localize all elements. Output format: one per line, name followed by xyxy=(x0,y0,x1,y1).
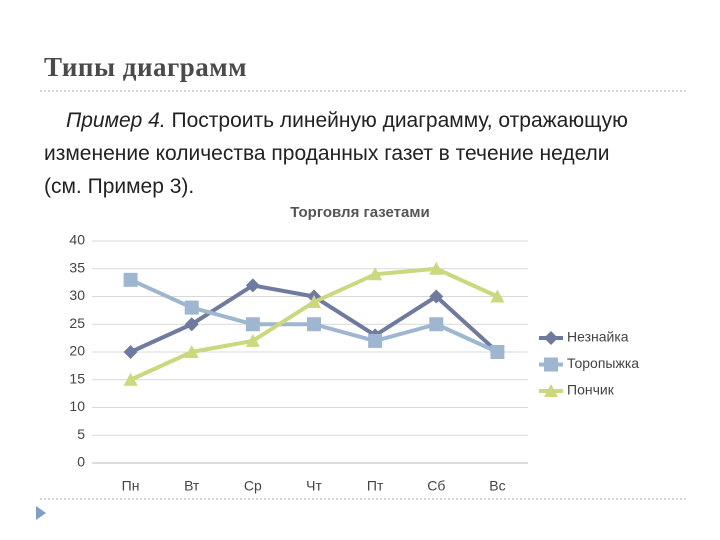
data-point xyxy=(123,372,138,386)
data-point xyxy=(245,317,260,332)
legend-marker xyxy=(544,331,558,345)
legend-label: Торопыжка xyxy=(567,355,639,371)
x-tick-label: Сб xyxy=(427,478,445,494)
y-tick-label: 10 xyxy=(69,398,85,414)
data-point xyxy=(123,272,138,287)
data-point xyxy=(368,267,383,281)
data-point xyxy=(429,261,444,275)
y-tick-label: 25 xyxy=(69,315,85,331)
chart-title: Торговля газетами xyxy=(290,204,429,221)
x-tick-label: Пт xyxy=(367,478,384,494)
data-point xyxy=(307,295,321,309)
data-point xyxy=(245,278,260,293)
data-point xyxy=(123,345,138,359)
example-label: Пример 4. xyxy=(66,109,166,132)
y-tick-label: 15 xyxy=(69,370,85,386)
data-point xyxy=(368,333,383,348)
y-tick-label: 30 xyxy=(69,287,85,303)
x-tick-label: Вс xyxy=(489,478,505,494)
x-tick-label: Ср xyxy=(244,478,262,494)
legend-marker xyxy=(544,357,558,372)
data-point xyxy=(429,317,444,332)
y-tick-label: 5 xyxy=(77,426,85,442)
y-tick-label: 0 xyxy=(77,454,85,470)
legend-marker xyxy=(544,384,558,397)
data-point xyxy=(307,317,321,332)
task-text: Построить линейную диаграмму, отражающую… xyxy=(44,109,628,198)
slide-text: Пример 4. Построить линейную диаграмму, … xyxy=(44,104,644,203)
x-tick-label: Пн xyxy=(122,478,140,494)
legend-label: Пончик xyxy=(567,382,615,398)
bullet-icon xyxy=(36,506,46,520)
data-point xyxy=(429,289,444,304)
data-point xyxy=(184,345,199,358)
data-point xyxy=(245,333,260,347)
data-point xyxy=(490,289,505,303)
data-point xyxy=(184,300,199,315)
data-point xyxy=(490,345,505,359)
x-tick-label: Вт xyxy=(184,478,200,494)
legend-label: Незнайка xyxy=(567,329,629,345)
data-point xyxy=(184,317,199,332)
x-tick-label: Чт xyxy=(306,478,322,494)
y-tick-label: 40 xyxy=(69,232,85,248)
y-tick-label: 20 xyxy=(69,343,85,359)
slide-title: Типы диаграмм xyxy=(44,52,248,82)
y-tick-label: 35 xyxy=(69,259,85,275)
